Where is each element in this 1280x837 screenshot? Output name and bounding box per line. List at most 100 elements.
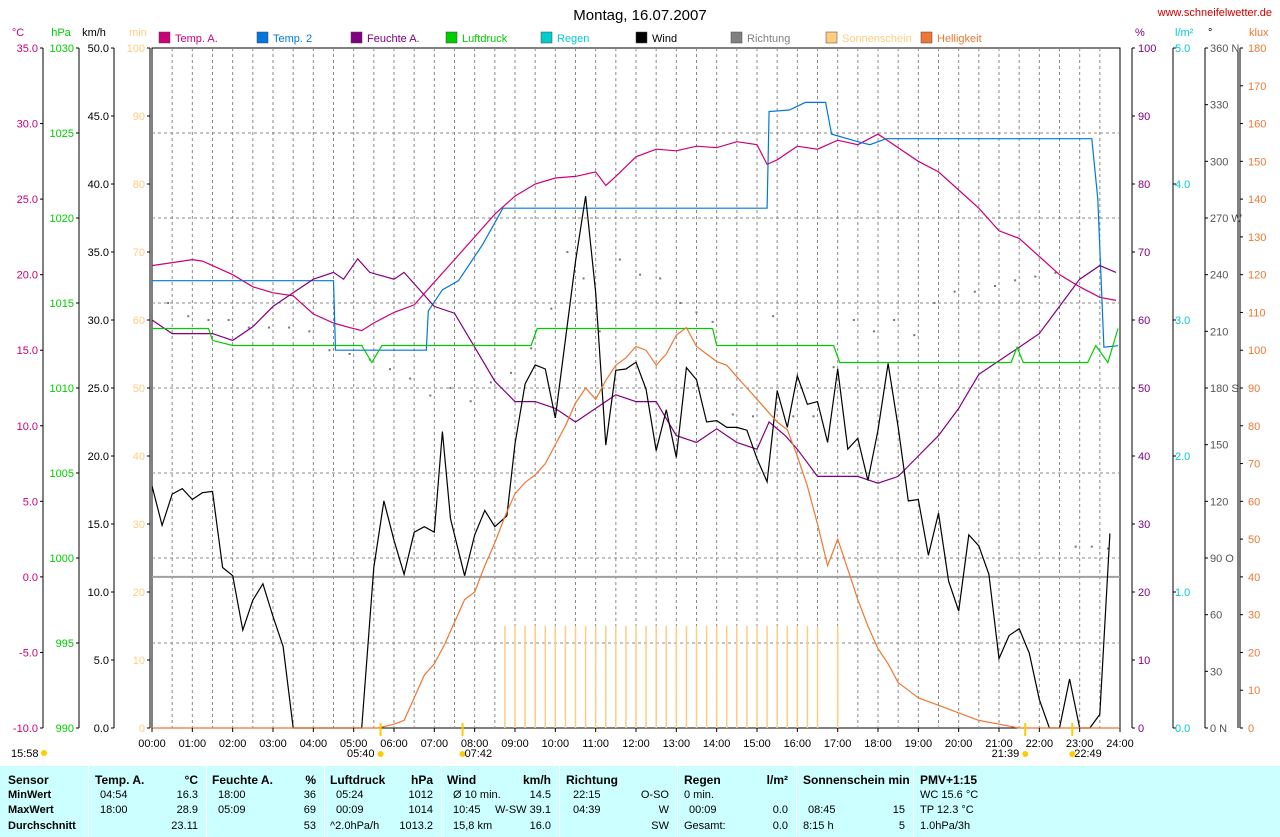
stats-dir-min: O-SO [640, 789, 669, 801]
sun-event-icon [459, 751, 466, 757]
direction-point [1054, 271, 1057, 274]
direction-point [618, 258, 621, 261]
stats-row-avg: Durchschnitt [8, 820, 76, 832]
axis-tick-label-pressure: 990 [56, 723, 74, 735]
legend-label: Regen [557, 33, 589, 45]
stats-rain-col: Regen l/m² 0 min. 00:09 0.0 Gesamt: 0.0 [677, 766, 796, 837]
axis-tick-label-wind: 0.0 [94, 723, 109, 735]
stats-separator [559, 766, 560, 837]
axis-tick-label-direction: 300 [1210, 156, 1228, 168]
legend-label: Luftdruck [462, 33, 508, 45]
direction-point [679, 302, 682, 304]
site-url: www.schneifelwetter.de [1157, 7, 1272, 19]
axis-tick-label-klux: 0 [1248, 723, 1254, 735]
time-tick-label: 02:00 [219, 738, 247, 750]
stats-sensor-col: Sensor MinWert MaxWert Durchschnitt [0, 766, 88, 837]
sun-event-sunrise: 05:40 [347, 748, 375, 760]
stats-wind-title: Wind [447, 773, 477, 787]
direction-point [227, 319, 230, 321]
legend-label: Wind [652, 33, 677, 45]
sun-event-tpoint2: 22:49 [1074, 748, 1102, 760]
stats-temp-max-time: 18:00 [100, 804, 128, 816]
axis-tick-label-klux: 10 [1248, 685, 1260, 697]
series-line-temp-2 [152, 101, 1119, 351]
direction-point [751, 415, 754, 418]
stats-wind-avg10: 14.5 [529, 789, 551, 801]
axis-tick-label-direction: 60 [1210, 610, 1222, 622]
direction-point [772, 315, 775, 318]
axis-tick-label-pressure: 1010 [50, 383, 74, 395]
direction-point [429, 394, 432, 397]
stats-press-min-time: 05:24 [336, 789, 364, 801]
stats-press-col: Luftdruck hPa 05:24 1012 00:09 1014 ^2.0… [324, 766, 441, 837]
axis-tick-label-rain: 2.0 [1175, 451, 1190, 463]
direction-point [267, 326, 270, 329]
axis-tick-label-pressure: 1015 [50, 298, 74, 310]
axis-tick-label-klux: 110 [1248, 307, 1266, 319]
time-tick-label: 00:00 [138, 738, 166, 750]
stats-temp-min: 16.3 [176, 789, 198, 801]
direction-point [792, 415, 795, 418]
stats-press-max: 1014 [408, 804, 433, 816]
direction-point [812, 415, 815, 418]
time-tick-label: 08:00 [461, 738, 489, 750]
axis-tick-label-wind: 15.0 [88, 519, 109, 531]
axis-tick-label-temp: 35.0 [17, 43, 38, 55]
stats-hum-title: Feuchte A. [212, 773, 273, 787]
stats-wind-max: 39.1 [529, 804, 551, 816]
legend-swatch [350, 31, 363, 44]
direction-point [489, 381, 492, 384]
time-tick-label: 10:00 [542, 738, 570, 750]
stats-pmv-col: PMV+1:15 WC 15.6 °C TP 12.3 °C 1.0hPa/3h [913, 766, 1033, 837]
axis-tick-label-wind: 10.0 [88, 587, 109, 599]
series-line-feuchte-a [151, 257, 1117, 484]
axis-tick-label-wind: 40.0 [88, 179, 109, 191]
direction-point [509, 371, 512, 374]
stats-separator [206, 766, 207, 837]
direction-point [933, 302, 936, 304]
axis-unit-left: hPa [51, 27, 71, 39]
stats-row-min: MinWert [8, 789, 52, 801]
direction-point [247, 326, 250, 329]
axis-tick-label-rain: 0.0 [1175, 723, 1190, 735]
stats-hum-min-time: 18:00 [218, 789, 246, 801]
series-line-temp-a [151, 133, 1117, 332]
axis-unit-left: min [129, 27, 147, 39]
stats-sun-title: Sonnenschein min [803, 773, 910, 787]
axis-tick-label-temp: 25.0 [17, 194, 38, 206]
axis-tick-label-pressure: 1005 [50, 468, 74, 480]
legend-label: Feuchte A. [367, 33, 420, 45]
stats-sun-max-time: 08:45 [808, 804, 836, 816]
axis-tick-label-direction: 180 S [1210, 383, 1239, 395]
axis-tick-label-pressure: 1020 [50, 213, 74, 225]
axis-tick-label-direction: 150 [1210, 440, 1228, 452]
axis-tick-label-direction: 360 N [1210, 43, 1239, 55]
stats-wind-max-time: 10:45 [453, 804, 481, 816]
axis-tick-label-rain: 3.0 [1175, 315, 1190, 327]
axis-tick-label-pressure: 1030 [50, 43, 74, 55]
stats-dir-avg: SW [651, 820, 669, 832]
stats-rain-duration: 0 min. [684, 789, 714, 801]
stats-dir-max: W [658, 804, 669, 816]
time-tick-label: 11:00 [582, 738, 609, 750]
stats-pmv-tendency: 1.0hPa/3h [920, 820, 971, 832]
time-tick-label: 04:00 [300, 738, 328, 750]
time-tick-label: 19:00 [905, 738, 933, 750]
axis-tick-label-temp: 15.0 [17, 345, 38, 357]
time-tick-label: 12:00 [622, 738, 650, 750]
legend-swatch [635, 31, 648, 44]
axis-tick-label-klux: 130 [1248, 232, 1266, 244]
axis-tick-label-klux: 150 [1248, 156, 1266, 168]
direction-point [582, 277, 585, 280]
stats-dir-col: Richtung 22:15 O-SO 04:39 W SW [559, 766, 677, 837]
stats-dir-max-time: 04:39 [573, 804, 601, 816]
legend-swatch [158, 31, 171, 44]
axis-unit-right: ° [1208, 27, 1212, 39]
stats-pmv-windchill: WC 15.6 °C [920, 789, 979, 801]
stats-rain-max-time: 00:09 [689, 804, 717, 816]
axis-tick-label-klux: 160 [1248, 119, 1266, 131]
direction-point [207, 319, 210, 321]
direction-point [1034, 275, 1037, 278]
axis-tick-label-direction: 210 [1210, 326, 1228, 338]
time-tick-label: 13:00 [663, 738, 691, 750]
